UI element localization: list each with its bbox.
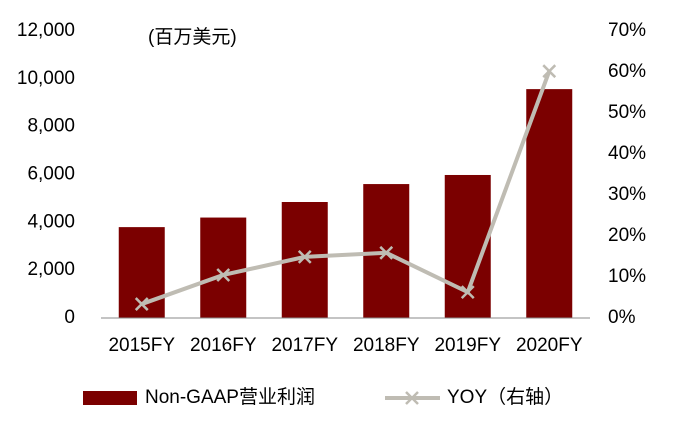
- marker: [460, 285, 475, 300]
- x-tick-label: 2017FY: [271, 335, 338, 356]
- y-tick-label: 12,000: [17, 20, 75, 41]
- x-tick-label: 2019FY: [434, 335, 501, 356]
- marker: [542, 64, 557, 79]
- annotation: (百万美元): [148, 26, 237, 48]
- y-tick-label: 6,000: [27, 164, 75, 185]
- x-tick-label: 2015FY: [108, 335, 175, 356]
- y-tick-label: 10,000: [17, 68, 75, 89]
- y2-tick-label: 0%: [608, 307, 636, 328]
- x-tick-label: 2016FY: [190, 335, 257, 356]
- marker: [297, 250, 312, 264]
- y2-tick-label: 70%: [608, 20, 646, 41]
- y-tick-label: 4,000: [27, 211, 75, 232]
- y2-tick-label: 50%: [608, 102, 646, 123]
- x-tick-label: 2020FY: [516, 335, 583, 356]
- legend-label: Non-GAAP营业利润: [145, 386, 315, 408]
- y2-tick-label: 40%: [608, 143, 646, 164]
- marker: [134, 297, 149, 311]
- legend-swatch: [83, 391, 137, 405]
- y-tick-label: 8,000: [27, 116, 75, 137]
- x-tick-label: 2018FY: [353, 335, 420, 356]
- legend-marker: [405, 391, 419, 405]
- bar: [200, 217, 247, 318]
- y-tick-label: 2,000: [27, 259, 75, 280]
- marker: [216, 268, 231, 282]
- bar: [526, 89, 573, 319]
- y2-tick-label: 20%: [608, 225, 646, 246]
- y2-tick-label: 30%: [608, 184, 646, 205]
- legend-label: YOY（右轴）: [447, 386, 563, 408]
- y2-tick-label: 10%: [608, 266, 646, 287]
- y-tick-label: 0: [64, 307, 75, 328]
- y2-tick-label: 60%: [608, 61, 646, 82]
- line: [141, 70, 552, 306]
- marker: [379, 245, 394, 260]
